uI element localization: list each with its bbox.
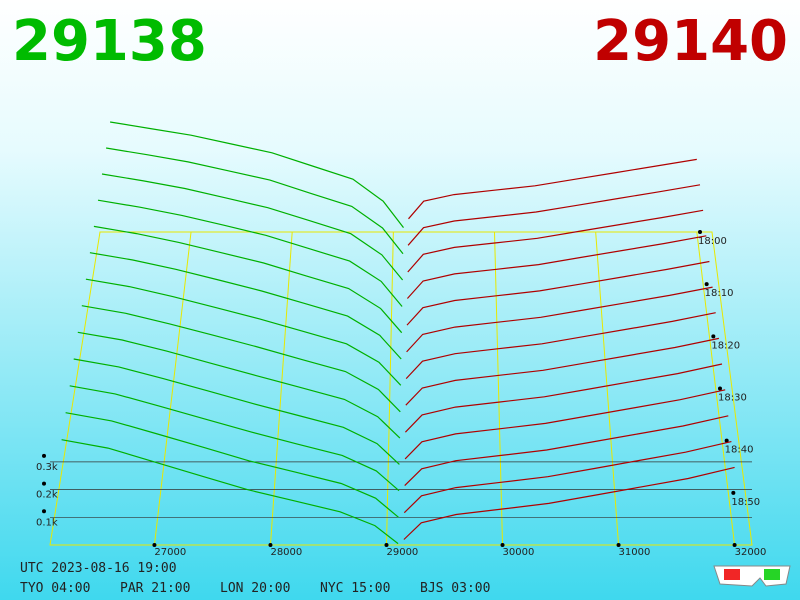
bid-depth-line <box>61 439 399 545</box>
ask-depth-line <box>407 209 704 273</box>
x-tick-label: 28000 <box>270 547 302 558</box>
time-tick <box>718 386 722 391</box>
bid-price: 29138 <box>12 9 207 74</box>
depth-tick <box>42 453 46 458</box>
bid-depth-line <box>110 121 404 228</box>
depth-tick <box>42 481 46 486</box>
depth-tick-label: 0.3k <box>36 462 58 473</box>
zone-time: TYO 04:00 <box>20 581 90 596</box>
time-tick <box>704 282 709 287</box>
x-tick-label: 31000 <box>619 547 651 558</box>
grid-line <box>696 231 736 546</box>
x-tick-label: 32000 <box>735 547 767 558</box>
ask-depth-line <box>408 158 697 220</box>
utc-time: UTC 2023-08-16 19:00 <box>20 561 177 576</box>
x-tick-label: 27000 <box>154 547 186 558</box>
x-tick <box>616 543 621 547</box>
bid-depth-line <box>81 305 401 413</box>
x-tick <box>268 543 273 547</box>
zone-time: NYC 15:00 <box>320 581 390 596</box>
ask-depth-line <box>406 235 707 299</box>
x-tick-label: 30000 <box>503 547 535 558</box>
grid-line <box>494 231 504 546</box>
x-tick <box>500 543 505 547</box>
time-tick <box>731 490 736 495</box>
time-tick-label: 18:30 <box>718 393 747 404</box>
bid-depth-line <box>73 358 400 465</box>
ask-depth-line <box>403 466 735 540</box>
bid-depth-line <box>69 385 400 492</box>
time-tick <box>698 230 702 234</box>
glasses-icon <box>713 565 791 587</box>
ask-depth-line <box>404 389 726 460</box>
ask-depth-line <box>405 337 720 406</box>
x-tick <box>152 543 157 547</box>
bid-depth-line <box>93 225 403 334</box>
bid-depth-line <box>89 252 402 360</box>
zone-time: LON 20:00 <box>220 581 290 596</box>
time-tick-label: 18:50 <box>731 497 760 508</box>
bid-depth-line <box>85 278 402 386</box>
ask-depth-line <box>404 363 723 433</box>
time-tick-label: 18:20 <box>711 340 740 351</box>
zone-time: PAR 21:00 <box>120 581 190 596</box>
bid-depth-line <box>65 412 399 518</box>
depth-tick-label: 0.1k <box>36 517 58 528</box>
grid-line <box>385 231 394 546</box>
zone-time: BJS 03:00 <box>420 581 490 596</box>
x-tick <box>384 543 389 547</box>
depth-tick-label: 0.2k <box>36 490 58 501</box>
ask-depth-line <box>406 260 710 326</box>
ask-depth-line <box>403 441 732 514</box>
x-tick-label: 29000 <box>386 547 418 558</box>
x-tick <box>732 543 737 547</box>
depth-tick <box>42 509 46 514</box>
grid-line <box>595 231 620 546</box>
bid-depth-line <box>97 199 403 307</box>
grid-line <box>153 231 192 546</box>
ask-price: 29140 <box>593 9 788 74</box>
time-tick <box>724 438 729 443</box>
ask-depth-line <box>406 286 713 353</box>
time-tick <box>711 334 716 339</box>
time-tick-label: 18:10 <box>705 288 734 299</box>
bid-depth-line <box>101 173 404 281</box>
bid-depth-line <box>106 147 404 255</box>
grid-line <box>269 231 293 546</box>
ask-depth-line <box>407 184 701 246</box>
ask-depth-line <box>404 415 729 487</box>
ask-depth-line <box>405 312 716 380</box>
time-tick-label: 18:00 <box>698 236 727 247</box>
bid-depth-line <box>77 331 401 439</box>
time-tick-label: 18:40 <box>725 445 754 456</box>
